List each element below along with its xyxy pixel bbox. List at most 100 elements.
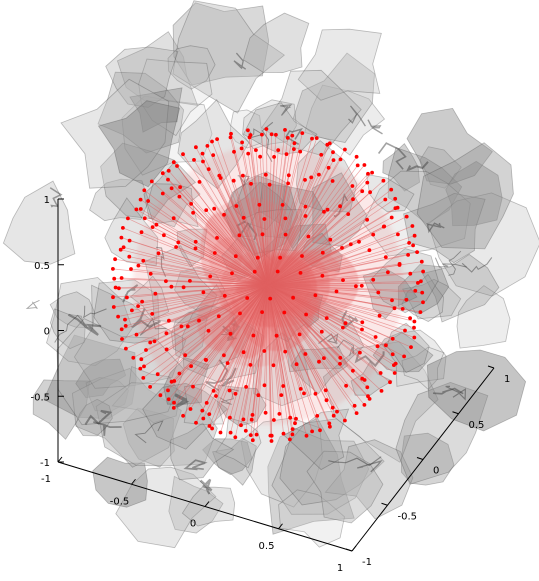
data-point [148,340,153,345]
surface-patch [456,285,511,349]
data-point [217,173,222,178]
radial-line [267,284,406,331]
radial-line [118,284,269,317]
radial-line [138,265,269,286]
radial-line [267,284,363,323]
radial-line [209,284,269,427]
data-point [281,384,286,388]
y-tick-label: -0.5 [398,511,418,522]
data-point [175,164,179,168]
data-point [297,332,302,337]
surface-patch [419,146,462,189]
data-point [313,391,318,396]
data-point [276,148,281,153]
data-point [290,432,295,437]
radial-line [267,225,413,286]
data-point [313,293,318,298]
data-point [330,405,335,410]
data-point [189,202,194,206]
radial-line [267,284,327,391]
data-point [318,428,322,433]
radial-line [230,284,269,335]
data-point [286,181,290,186]
radial-line [230,133,269,286]
data-point [383,197,388,202]
data-point [179,324,184,329]
data-point [162,233,166,238]
data-point [142,216,147,221]
data-point [262,383,267,388]
data-point [241,350,246,355]
data-point [286,173,291,178]
data-point [121,245,126,250]
data-point [263,410,268,415]
radial-line [267,284,323,332]
data-point [239,423,243,428]
radial-line [257,284,269,396]
data-point [177,371,182,376]
surface-patch [261,69,362,157]
data-point [233,254,238,259]
radial-line [251,284,269,420]
data-point [211,389,216,393]
data-point [338,361,342,366]
data-point [390,352,395,357]
radial-line [267,284,273,436]
data-point [167,318,171,323]
data-point [191,210,196,215]
radial-line [267,271,424,286]
data-point [409,345,413,349]
data-point [178,185,183,190]
surface-crease [183,459,208,471]
data-point [362,403,367,407]
data-point [390,298,394,303]
radial-line [265,284,269,413]
data-point [404,214,409,219]
data-point [111,267,115,271]
radial-line [267,284,275,421]
surface-patch [401,278,462,320]
radial-line [267,284,316,296]
data-point [328,424,332,429]
data-point [252,269,257,274]
surface-crease [199,478,213,495]
data-point [325,142,330,147]
surface-patch [427,192,539,297]
x-tick-mark [278,523,283,530]
data-point [317,359,321,364]
radial-line [241,148,269,286]
data-point [357,239,361,244]
surface-patch [240,417,323,508]
data-point [300,254,304,258]
surface-patch [243,12,310,74]
data-point [303,352,308,356]
data-point [131,355,136,360]
data-point [324,398,329,403]
radial-line [267,284,297,419]
surface-patch [395,381,489,485]
surface-crease [461,257,493,273]
data-point [121,226,125,230]
surface-patch [111,365,181,424]
radial-line [267,255,303,286]
data-point [275,269,280,274]
surface-patch [85,376,129,412]
data-point [249,181,253,186]
data-point [142,188,147,193]
data-point [348,242,353,247]
data-point [354,284,358,289]
data-point [208,274,213,279]
radial-line [267,257,281,286]
data-point [149,179,154,184]
data-point [169,284,174,289]
y-tick-label: 1 [504,374,510,385]
data-point [370,170,374,175]
x-tick-mark [204,501,210,507]
radial-line [267,284,294,299]
data-point [292,147,296,152]
radial-line [267,284,396,364]
data-point [113,257,117,262]
surface-patch [215,417,262,469]
radial-line [182,154,269,286]
surface-crease [433,387,464,395]
